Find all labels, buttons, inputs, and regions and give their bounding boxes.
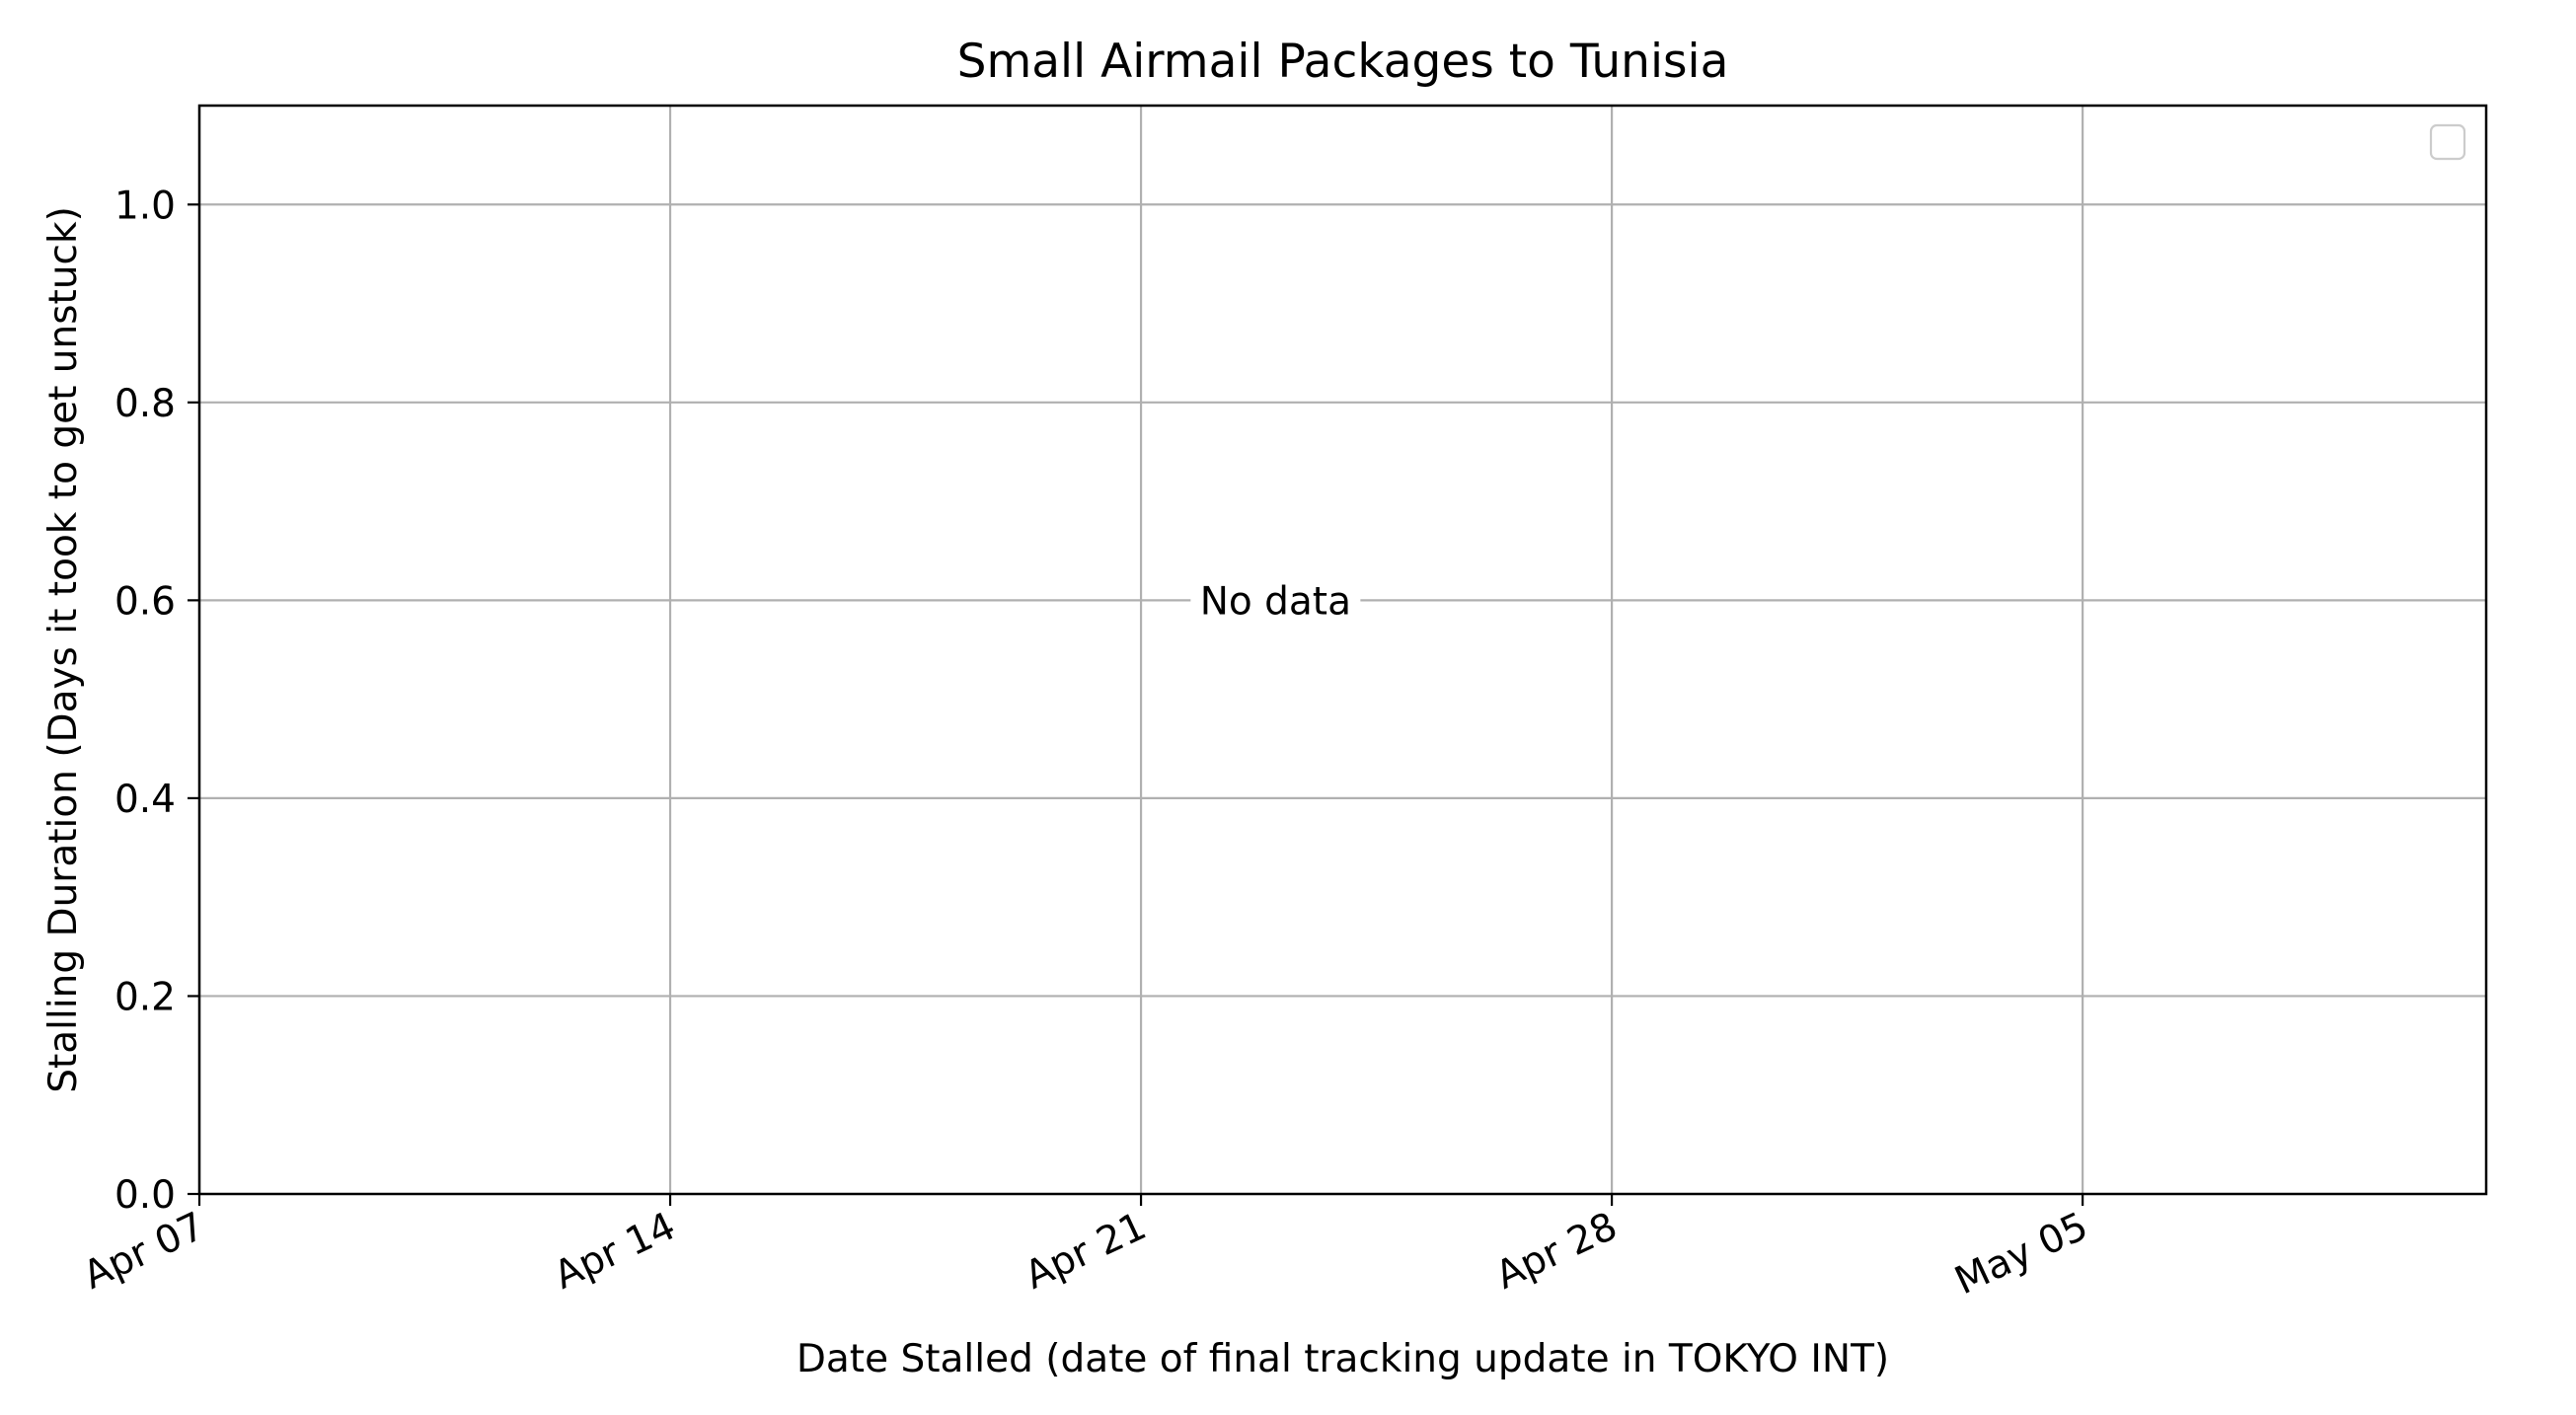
y-axis-label: Stalling Duration (Days it took to get u…	[41, 206, 86, 1093]
y-tick-label: 0.6	[114, 579, 176, 624]
chart-title: Small Airmail Packages to Tunisia	[957, 35, 1729, 89]
plot-frame	[197, 104, 2488, 1196]
y-tick-label: 0.4	[114, 778, 176, 822]
y-tick-label: 0.2	[114, 975, 176, 1019]
grid-layer	[197, 106, 2486, 1194]
y-tick-label: 0.0	[114, 1173, 176, 1218]
legend	[2429, 123, 2466, 161]
y-tick-label: 1.0	[114, 184, 176, 228]
legend-frame	[2429, 123, 2466, 161]
no-data-label: No data	[1200, 579, 1351, 624]
annotation-layer: No data	[1190, 574, 1361, 627]
x-axis-label: Date Stalled (date of final tracking upd…	[796, 1337, 1889, 1381]
y-tick-label: 0.8	[114, 382, 176, 426]
no-data-box	[1190, 574, 1361, 627]
